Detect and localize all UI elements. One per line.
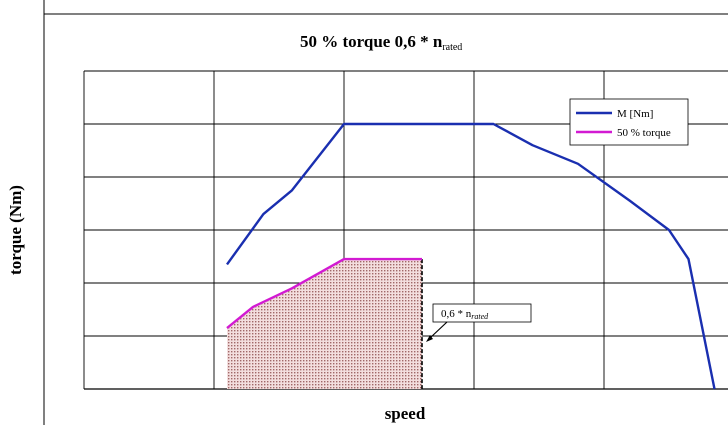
annotation-arrow-line (429, 321, 448, 339)
chart-title-main: 50 % torque 0,6 * n (300, 32, 443, 51)
legend: M [Nm] 50 % torque (569, 98, 689, 146)
annotation-text-main: 0,6 * n (441, 308, 472, 320)
annotation-text-subscript: rated (471, 312, 489, 321)
annotation-text: 0,6 * nrated (441, 308, 489, 321)
series-line-50-torque (226, 257, 422, 330)
annotation-rated-speed: 0,6 * nrated (426, 303, 532, 342)
annotation-arrowhead (426, 335, 433, 342)
chart-title: 50 % torque 0,6 * nrated (300, 32, 462, 53)
y-axis-label: torque (Nm) (6, 185, 25, 275)
series-line-m-nm (226, 122, 716, 390)
legend-label-50-torque: 50 % torque (617, 127, 671, 139)
chart-title-subscript: rated (442, 42, 462, 53)
legend-box (569, 98, 689, 146)
shaded-area-50-torque (227, 259, 422, 389)
legend-label-m-nm: M [Nm] (617, 108, 653, 120)
x-axis-label: speed (385, 404, 426, 423)
annotation-box (432, 303, 532, 323)
